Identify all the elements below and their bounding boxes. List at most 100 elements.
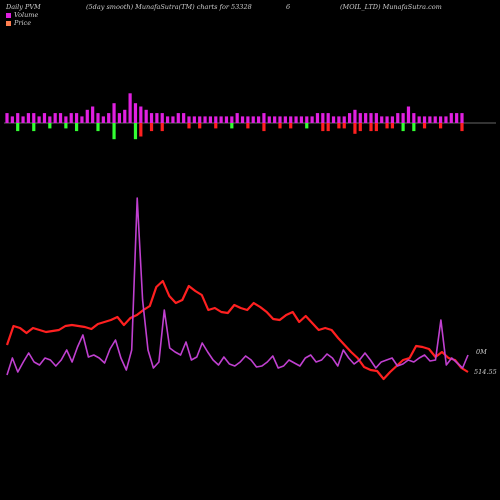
volume-bar: [192, 116, 196, 123]
volume-bar-down: [139, 123, 143, 137]
price-line: [5, 279, 469, 381]
volume-bar: [230, 116, 234, 123]
legend-price-swatch: [6, 20, 11, 26]
volume-bar: [42, 113, 47, 123]
volume-bar: [26, 113, 31, 123]
volume-bar: [21, 116, 25, 123]
volume-bar: [144, 109, 148, 123]
volume-bar: [449, 113, 453, 123]
volume-bar: [433, 116, 437, 123]
volume-bar-down: [246, 123, 250, 129]
volume-bar: [171, 116, 175, 123]
volume-bar-down: [214, 123, 218, 129]
volume-bar: [64, 116, 68, 123]
volume-bar-down: [358, 123, 362, 132]
volume-bar-down: [374, 123, 378, 132]
volume-bar: [74, 113, 79, 123]
volume-bar: [85, 109, 89, 123]
header-center: (5day smooth) MunafaSutra(TM) charts for…: [86, 3, 252, 11]
volume-bar-down: [187, 123, 191, 129]
volume-bar: [155, 113, 159, 123]
legend-price: Price: [6, 19, 31, 27]
volume-bar: [219, 116, 223, 123]
legend-volume-swatch: [6, 12, 11, 18]
volume-bar: [96, 113, 100, 123]
volume-bar: [342, 116, 346, 123]
volume-bar: [16, 113, 20, 123]
volume-bar: [358, 113, 362, 123]
volume-bar: [53, 113, 57, 123]
volume-bar-down: [48, 123, 52, 129]
volume-bar-down: [305, 123, 309, 129]
volume-bar: [251, 116, 255, 123]
volume-bar: [208, 116, 213, 123]
volume-bar: [294, 116, 298, 123]
volume-bar: [198, 116, 202, 123]
volume-bar: [406, 106, 411, 123]
volume-bar-down: [262, 123, 266, 132]
volume-bar-down: [422, 123, 427, 129]
volume-bar: [267, 116, 271, 123]
volume-bar-down: [353, 123, 357, 134]
volume-bar: [123, 109, 127, 123]
volume-bar: [385, 116, 389, 123]
volume-bar: [101, 116, 105, 123]
volume-bar-down: [342, 123, 346, 129]
volume-bar-down: [160, 123, 164, 132]
volume-bar-down: [385, 123, 389, 129]
volume-bar: [331, 116, 336, 123]
volume-bar-down: [321, 123, 325, 132]
volume-bar-down: [16, 123, 20, 132]
volume-bar: [396, 113, 400, 123]
volume-bar: [165, 116, 170, 123]
volume-bar-down: [32, 123, 36, 132]
volume-bar: [364, 113, 368, 123]
volume-bar: [369, 113, 373, 123]
volume-bar: [133, 103, 138, 123]
volume-bar: [326, 113, 330, 123]
legend-volume: Volume: [6, 11, 38, 19]
volume-bar: [422, 116, 427, 123]
header-left: Daily PVM: [6, 3, 41, 11]
volume-bar: [10, 116, 14, 123]
volume-bar-down: [460, 123, 464, 132]
volume-bar: [444, 116, 448, 123]
volume-bar: [37, 116, 41, 123]
volume-bar-down: [390, 123, 395, 129]
volume-bar: [380, 116, 384, 123]
volume-bar: [347, 113, 352, 123]
volume-bar: [107, 113, 111, 123]
volume-bar-down: [112, 123, 116, 140]
volume-bar: [214, 116, 218, 123]
volume-bar: [315, 113, 320, 123]
volume-bar: [240, 116, 245, 123]
volume-bar-down: [289, 123, 293, 129]
volume-bar: [460, 113, 464, 123]
volume-bar-down: [278, 123, 282, 129]
volume-bar: [203, 116, 207, 123]
volume-bar: [401, 113, 405, 123]
volume-bar: [139, 106, 143, 123]
volume-bar: [5, 113, 9, 123]
volume-bar-down: [230, 123, 234, 129]
volume-bar: [417, 116, 421, 123]
volume-right-label: 0M: [476, 348, 487, 356]
volume-bar-down: [149, 123, 154, 132]
price-right-label: 514.55: [474, 368, 497, 376]
volume-bar: [299, 116, 304, 123]
volume-bar: [48, 116, 52, 123]
volume-bar: [117, 113, 122, 123]
volume-bar-down: [133, 123, 138, 140]
volume-bar: [91, 106, 95, 123]
volume-bar: [176, 113, 180, 123]
volume-bar-down: [64, 123, 68, 129]
volume-bar: [187, 116, 191, 123]
volume-bar: [428, 116, 432, 123]
volume-bar: [235, 113, 239, 123]
volume-bar: [283, 116, 287, 123]
volume-bar-down: [412, 123, 416, 132]
volume-bar: [160, 113, 164, 123]
volume-bar: [374, 113, 378, 123]
volume-bar-down: [401, 123, 405, 132]
volume-bar: [224, 116, 229, 123]
